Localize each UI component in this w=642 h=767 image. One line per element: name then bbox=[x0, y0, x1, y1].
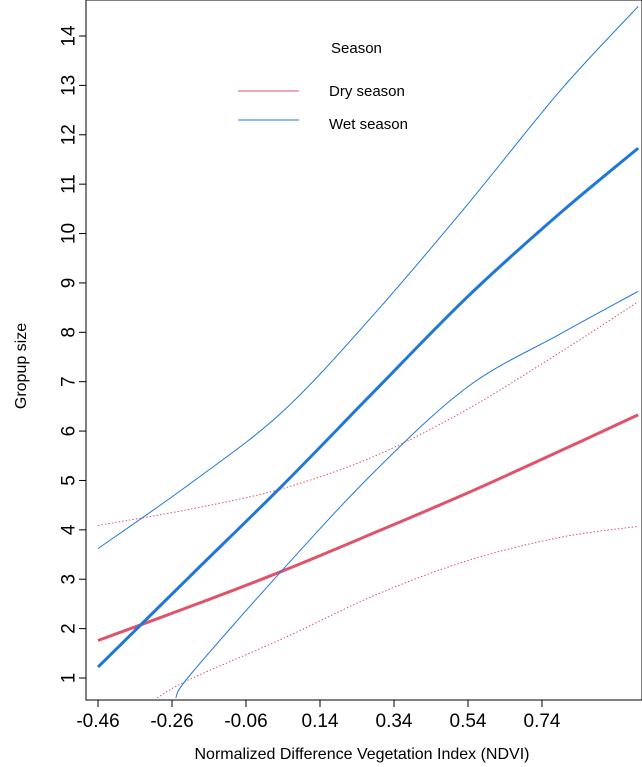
y-tick-label: 5 bbox=[59, 475, 80, 486]
y-tick-label: 13 bbox=[59, 75, 80, 96]
series-line-wet-season-ci-upper bbox=[97, 6, 639, 550]
y-tick-label: 2 bbox=[59, 623, 80, 634]
x-tick-label: -0.26 bbox=[150, 711, 193, 732]
y-tick-label: 3 bbox=[59, 574, 80, 585]
x-tick-label: -0.46 bbox=[76, 711, 119, 732]
y-tick-label: 9 bbox=[59, 278, 80, 289]
y-tick-label: 1 bbox=[59, 673, 80, 684]
series-layer bbox=[96, 6, 640, 699]
y-tick-label: 8 bbox=[59, 327, 80, 338]
y-tick-label: 4 bbox=[59, 524, 80, 535]
series-line-wet-season-ci-lower bbox=[175, 290, 639, 699]
x-tick-label: 0.54 bbox=[450, 711, 487, 732]
x-tick-label: 0.74 bbox=[524, 711, 561, 732]
x-tick-label: -0.06 bbox=[224, 711, 267, 732]
y-axis-title: Gropup size bbox=[13, 323, 30, 409]
legend-label-dry-season: Dry season bbox=[329, 83, 405, 100]
series-line-dry-season-fit bbox=[97, 413, 639, 642]
series-line-dry-season-ci-lower bbox=[156, 525, 639, 699]
x-axis-title: Normalized Difference Vegetation Index (… bbox=[195, 746, 530, 763]
y-tick-label: 14 bbox=[59, 25, 80, 47]
y-tick-label: 6 bbox=[59, 426, 80, 437]
y-tick-label: 12 bbox=[59, 124, 80, 145]
x-axis: -0.46 -0.26 -0.06 0.14 0.34 0.54 0.74 bbox=[76, 699, 561, 732]
legend-label-wet-season: Wet season bbox=[329, 116, 408, 133]
x-tick-label: 0.14 bbox=[302, 711, 339, 732]
y-tick-label: 7 bbox=[59, 376, 80, 387]
legend: Season Dry season Wet season bbox=[238, 40, 408, 133]
legend-title: Season bbox=[331, 40, 382, 57]
series-line-wet-season-fit bbox=[96, 146, 640, 669]
y-tick-label: 11 bbox=[59, 174, 80, 194]
y-tick-label: 10 bbox=[59, 223, 80, 244]
x-tick-label: 0.34 bbox=[376, 711, 413, 732]
